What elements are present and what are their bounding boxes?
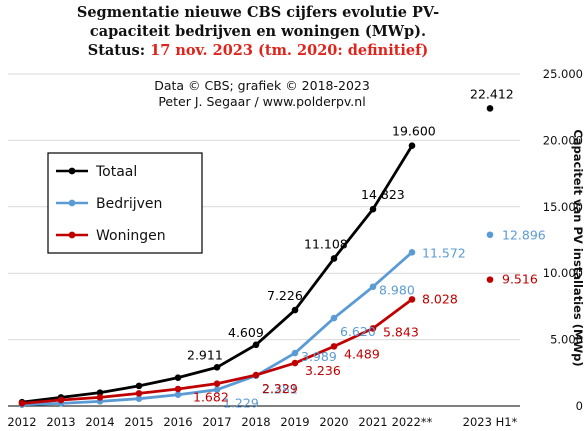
data-label-woningen: 2.329 [262, 381, 298, 396]
data-point-woningen [57, 396, 65, 404]
data-point-bedrijven [408, 249, 416, 256]
x-tick-label: 2018 [241, 415, 270, 429]
data-label-bedrijven: 12.896 [502, 228, 546, 243]
y-axis-label: Capaciteit van PV installaties (MWp) [571, 129, 585, 366]
data-point-woningen [213, 380, 221, 387]
credit-line1: Data © CBS; grafiek © 2018-2023 [154, 78, 370, 93]
credit-line2: Peter J. Segaar / www.polderpv.nl [158, 94, 365, 109]
data-label-bedrijven: 2.281 [262, 382, 298, 397]
legend-item-bedrijven: Bedrijven [56, 196, 162, 212]
legend-label-woningen: Woningen [96, 228, 166, 244]
x-tick-label: 2019 [280, 415, 309, 429]
x-tick-label: 2013 [46, 415, 75, 429]
y-tick-label: 25.000 [543, 67, 583, 81]
data-label-totaal: 14.823 [361, 187, 405, 202]
data-point-bedrijven [330, 314, 338, 322]
legend-marker-totaal [68, 167, 76, 175]
data-label-bedrijven: 6.620 [340, 324, 376, 339]
y-tick-label: 20.000 [543, 133, 583, 147]
x-tick-label: 2014 [85, 415, 114, 429]
chart-title-status: Status: 17 nov. 2023 (tm. 2020: definiti… [88, 42, 429, 59]
x-tick-label: 2020 [319, 415, 348, 429]
data-point-totaal [408, 142, 416, 150]
y-axis-ticks: 0 5.000 10.000 15.000 20.000 25.000 [543, 67, 583, 413]
data-point-woningen [486, 276, 494, 283]
data-point-totaal [252, 341, 260, 349]
data-point-totaal [96, 389, 104, 396]
chart-title-line1: Segmentatie nieuwe CBS cijfers evolutie … [77, 4, 439, 21]
data-point-totaal [486, 105, 494, 112]
data-point-totaal [213, 364, 221, 371]
data-point-totaal [291, 306, 299, 314]
legend-item-totaal: Totaal [56, 164, 137, 180]
data-label-totaal: 19.600 [392, 124, 436, 139]
x-tick-label: 2016 [163, 415, 192, 429]
y-tick-label: 10.000 [543, 266, 583, 280]
data-point-woningen [174, 385, 182, 393]
data-label-bedrijven: 8.980 [379, 283, 415, 298]
data-point-woningen [96, 394, 104, 401]
legend-marker-bedrijven [68, 199, 76, 207]
data-point-totaal [330, 255, 338, 262]
data-point-woningen [330, 343, 338, 350]
data-label-woningen: 5.843 [383, 324, 419, 339]
data-label-totaal: 7.226 [267, 288, 303, 303]
status-prefix: Status: [88, 42, 150, 59]
legend: Totaal Bedrijven Woningen [47, 152, 203, 254]
data-label-totaal: 11.108 [304, 236, 348, 251]
x-axis-ticks: 2012 2013 2014 2015 2016 2017 2018 2019 2020 2021… [7, 415, 517, 429]
data-label-totaal: 2.911 [187, 347, 223, 362]
data-label-bedrijven: 3.989 [301, 349, 337, 364]
data-point-woningen [252, 371, 260, 379]
data-point-bedrijven [135, 395, 143, 402]
data-point-woningen [369, 325, 377, 332]
x-tick-label: 2022** [392, 415, 433, 429]
data-label-woningen: 4.489 [344, 346, 380, 361]
data-point-woningen [18, 400, 26, 407]
legend-label-totaal: Totaal [95, 164, 137, 180]
x-tick-label: 2021 [358, 415, 387, 429]
data-point-totaal [369, 205, 377, 213]
series-lines [18, 105, 494, 408]
data-label-woningen: 9.516 [502, 272, 538, 287]
chart-title-line2: capaciteit bedrijven en woningen (MWp). [90, 23, 426, 40]
data-point-totaal [174, 374, 182, 381]
data-label-bedrijven: 11.572 [422, 245, 466, 260]
legend-item-woningen: Woningen [56, 228, 166, 244]
legend-marker-woningen [68, 231, 76, 239]
data-label-woningen: 3.236 [305, 363, 341, 378]
x-tick-label: 2023 H1* [463, 415, 518, 429]
data-point-bedrijven [369, 283, 377, 291]
data-label-woningen: 8.028 [422, 291, 458, 306]
x-tick-label: 2015 [124, 415, 153, 429]
data-labels: 2.911 4.609 7.226 11.108 14.823 19.600 22.412 1… [187, 86, 546, 410]
y-tick-label: 15.000 [543, 200, 583, 214]
data-label-bedrijven: 1.229 [223, 396, 259, 411]
status-date: 17 nov. 2023 (tm. 2020: definitief) [150, 42, 428, 59]
data-point-totaal [135, 382, 143, 390]
data-point-bedrijven [213, 386, 221, 393]
data-point-bedrijven [486, 231, 494, 239]
data-label-woningen: 1.682 [193, 390, 229, 405]
data-point-woningen [135, 390, 143, 397]
data-label-totaal: 22.412 [470, 86, 514, 101]
y-tick-label: 0 [576, 399, 583, 413]
x-tick-label: 2012 [7, 415, 36, 429]
data-label-totaal: 4.609 [228, 325, 264, 340]
data-point-bedrijven [174, 391, 182, 399]
data-point-bedrijven [291, 349, 299, 357]
legend-label-bedrijven: Bedrijven [96, 196, 162, 212]
y-tick-label: 5.000 [550, 333, 583, 347]
data-point-woningen [291, 359, 299, 367]
x-tick-label: 2017 [202, 415, 231, 429]
data-point-woningen [408, 296, 416, 303]
